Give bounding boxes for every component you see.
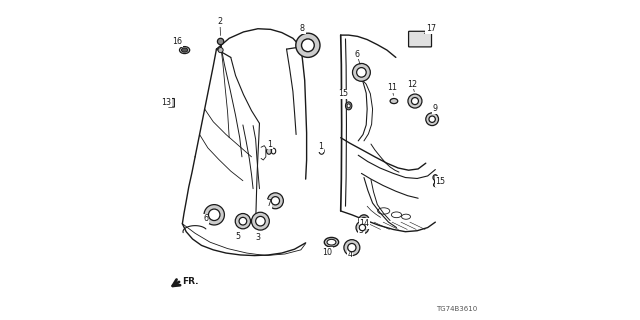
Text: 14: 14 [360,219,370,228]
Ellipse shape [390,99,397,104]
Ellipse shape [271,197,280,205]
Text: 6: 6 [355,50,360,59]
Circle shape [362,217,367,222]
Text: 7: 7 [266,199,271,208]
Ellipse shape [356,68,366,77]
Circle shape [433,183,437,187]
Text: 10: 10 [322,248,332,257]
Ellipse shape [346,102,352,110]
Ellipse shape [179,47,189,53]
Ellipse shape [255,216,265,226]
Text: 5: 5 [359,226,364,235]
Text: 15: 15 [338,89,348,98]
Text: 1: 1 [268,140,273,148]
Circle shape [218,38,224,45]
Text: 6: 6 [204,214,209,223]
Ellipse shape [327,239,336,245]
Ellipse shape [252,212,269,230]
FancyBboxPatch shape [408,31,431,47]
Ellipse shape [356,221,369,234]
Ellipse shape [359,224,365,231]
Text: FR.: FR. [182,276,199,285]
Ellipse shape [209,209,220,220]
Text: 1: 1 [268,140,273,148]
Ellipse shape [412,98,419,105]
Text: 11: 11 [387,83,397,92]
Text: 16: 16 [173,37,182,46]
Ellipse shape [347,104,350,108]
Ellipse shape [181,48,188,52]
Circle shape [359,215,369,225]
FancyBboxPatch shape [169,99,174,107]
Ellipse shape [408,94,422,108]
Ellipse shape [301,39,314,52]
Ellipse shape [266,148,271,154]
Ellipse shape [204,204,225,225]
Ellipse shape [236,213,250,229]
Ellipse shape [426,113,438,125]
Ellipse shape [296,33,320,57]
Ellipse shape [324,237,339,247]
Text: 17: 17 [426,24,436,33]
Ellipse shape [239,217,246,225]
Text: 4: 4 [348,251,353,260]
Text: 5: 5 [236,232,241,241]
Text: 9: 9 [433,104,438,113]
Ellipse shape [433,175,438,180]
Circle shape [218,48,223,52]
Text: 2: 2 [218,17,223,26]
Text: TG74B3610: TG74B3610 [436,306,477,312]
Ellipse shape [429,116,435,123]
Ellipse shape [268,193,284,209]
Ellipse shape [344,240,360,256]
Text: 13: 13 [161,98,172,107]
Text: 12: 12 [407,80,417,89]
Text: 8: 8 [300,24,305,33]
Ellipse shape [348,244,356,252]
Ellipse shape [353,63,371,81]
Text: 3: 3 [255,233,260,242]
Text: 1: 1 [318,142,323,151]
Text: 15: 15 [435,177,445,186]
